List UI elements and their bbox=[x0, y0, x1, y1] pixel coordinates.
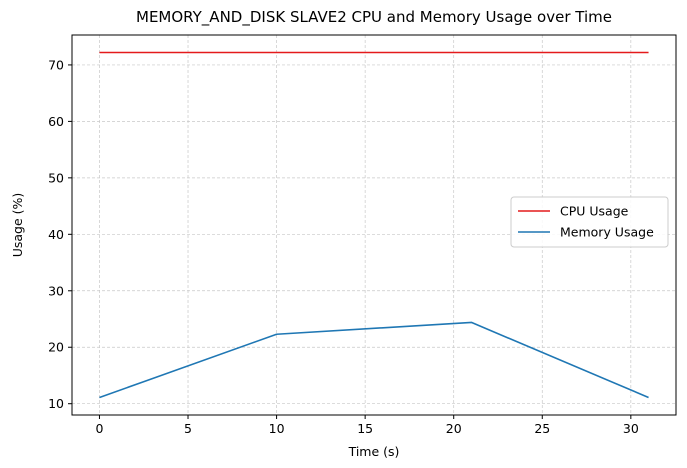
legend-label-cpu: CPU Usage bbox=[560, 204, 629, 219]
y-tick-label: 10 bbox=[48, 396, 64, 411]
y-tick-label: 50 bbox=[48, 170, 64, 185]
y-tick-label: 20 bbox=[48, 340, 64, 355]
x-tick-label: 20 bbox=[446, 421, 462, 436]
legend-label-memory: Memory Usage bbox=[560, 225, 654, 240]
y-tick-label: 60 bbox=[48, 114, 64, 129]
x-axis-label: Time (s) bbox=[348, 444, 400, 459]
series-layer bbox=[99, 51, 649, 399]
x-tick-label: 0 bbox=[95, 421, 103, 436]
x-axis-ticks: 0 5 10 15 20 25 30 bbox=[95, 415, 639, 436]
x-tick-label: 10 bbox=[269, 421, 285, 436]
x-tick-label: 5 bbox=[184, 421, 192, 436]
x-tick-label: 25 bbox=[534, 421, 550, 436]
y-tick-label: 70 bbox=[48, 57, 64, 72]
plot-frame bbox=[71, 34, 677, 416]
series-line-memory-usage bbox=[99, 321, 649, 399]
x-tick-label: 15 bbox=[357, 421, 373, 436]
grid bbox=[72, 35, 676, 415]
legend: CPU Usage Memory Usage bbox=[510, 196, 669, 248]
y-tick-label: 40 bbox=[48, 227, 64, 242]
legend-box bbox=[510, 196, 669, 248]
y-axis-ticks: 10 20 30 40 50 60 70 bbox=[48, 57, 72, 411]
x-tick-label: 30 bbox=[623, 421, 639, 436]
y-tick-label: 30 bbox=[48, 283, 64, 298]
y-axis-label: Usage (%) bbox=[10, 193, 25, 258]
chart-title: MEMORY_AND_DISK SLAVE2 CPU and Memory Us… bbox=[136, 8, 612, 27]
